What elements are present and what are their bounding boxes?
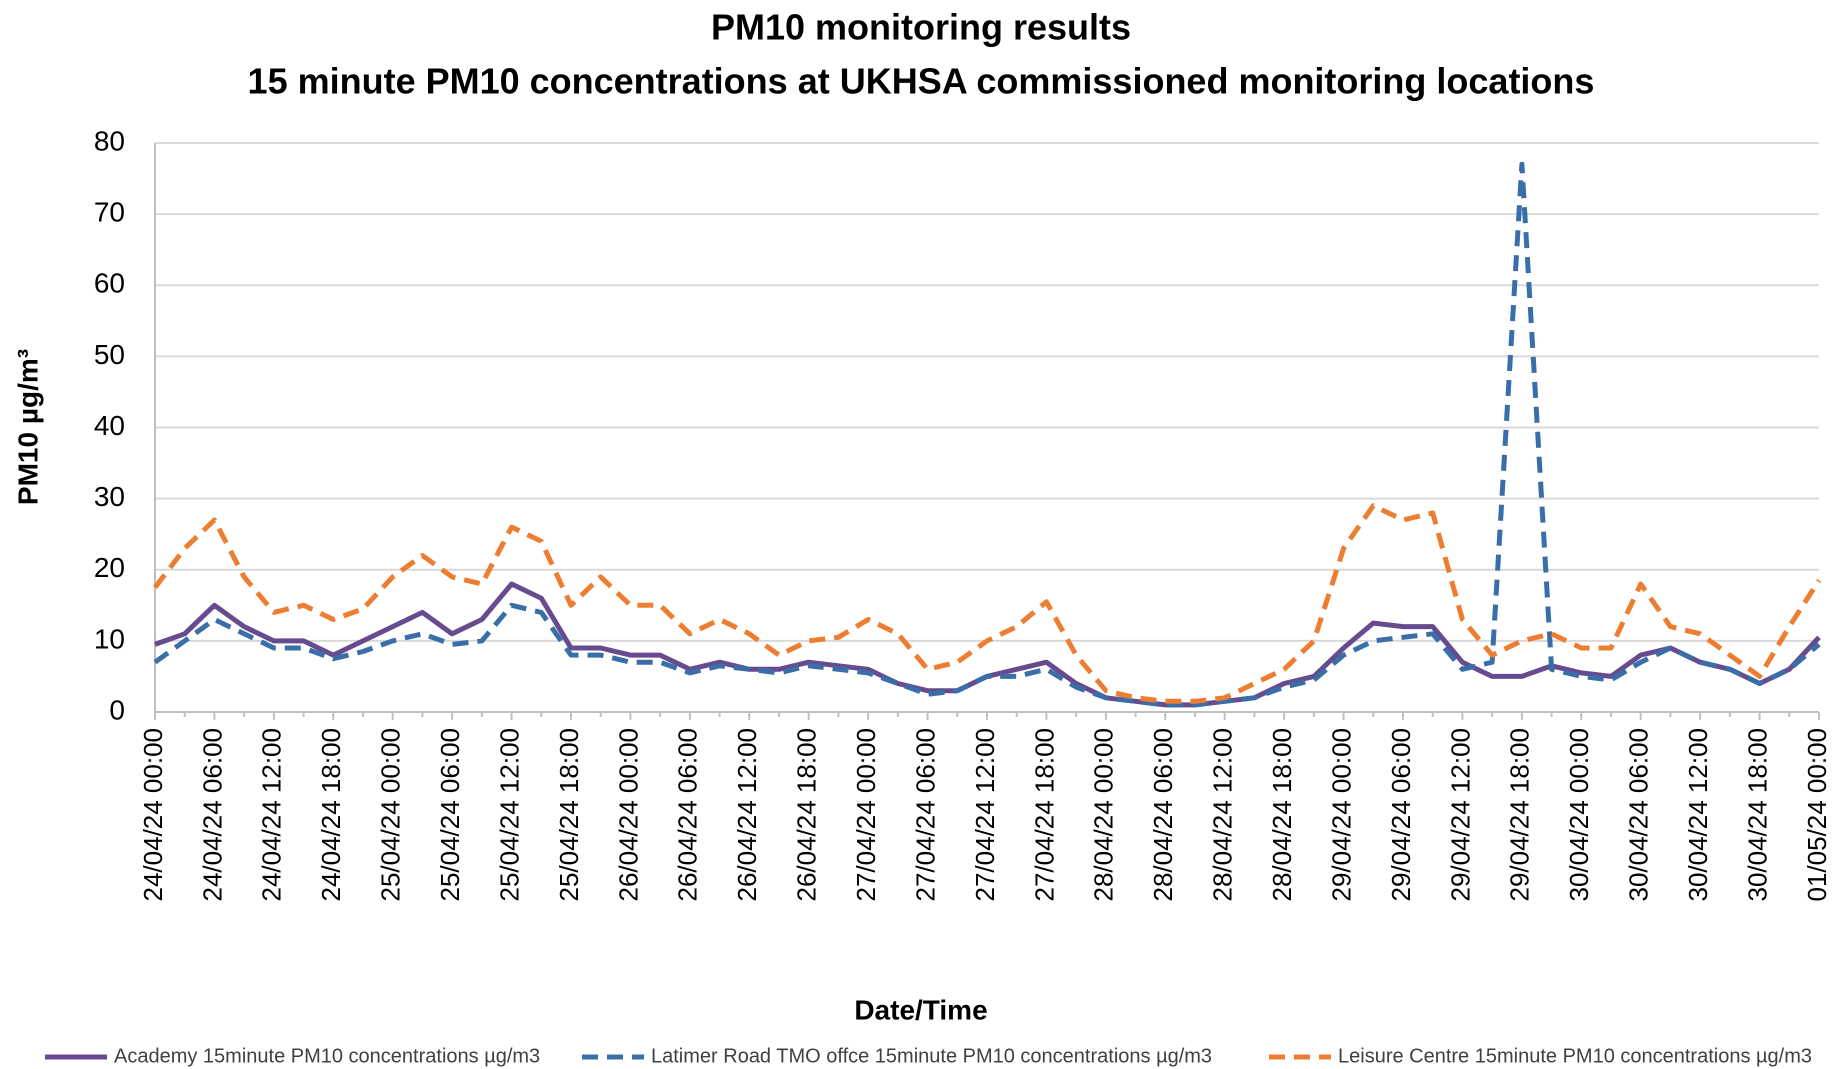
x-tick-label: 28/04/24 06:00 — [1148, 728, 1178, 902]
legend-label: Leisure Centre 15minute PM10 concentrati… — [1338, 1045, 1812, 1067]
y-axis-title: PM10 µg/m³ — [12, 349, 43, 505]
x-tick-label: 24/04/24 06:00 — [197, 728, 227, 902]
y-tick-label: 10 — [94, 623, 125, 654]
x-tick-label: 28/04/24 12:00 — [1208, 728, 1238, 902]
y-tick-label: 20 — [94, 552, 125, 583]
x-tick-label: 24/04/24 12:00 — [257, 728, 287, 902]
x-tick-label: 24/04/24 00:00 — [138, 728, 168, 902]
x-tick-label: 26/04/24 18:00 — [792, 728, 822, 902]
series-line — [154, 581, 1821, 708]
y-tick-label: 0 — [109, 694, 125, 725]
series-line — [153, 503, 1822, 704]
x-tick-label: 30/04/24 06:00 — [1624, 728, 1654, 902]
legend-label: Latimer Road TMO offce 15minute PM10 con… — [651, 1045, 1212, 1067]
x-tick-label: 26/04/24 06:00 — [673, 728, 703, 902]
x-axis-title: Date/Time — [854, 994, 987, 1025]
x-tick-label: 29/04/24 18:00 — [1505, 728, 1535, 902]
x-tick-label: 25/04/24 00:00 — [376, 728, 406, 902]
x-tick-label: 30/04/24 18:00 — [1742, 728, 1772, 902]
x-tick-label: 30/04/24 00:00 — [1564, 728, 1594, 902]
x-tick-label: 28/04/24 00:00 — [1089, 728, 1119, 902]
x-tick-label: 27/04/24 12:00 — [970, 728, 1000, 902]
y-tick-label: 40 — [94, 410, 125, 441]
y-tick-label: 50 — [94, 339, 125, 370]
y-tick-label: 80 — [94, 125, 125, 156]
legend-label: Academy 15minute PM10 concentrations µg/… — [114, 1045, 540, 1067]
x-tick-label: 25/04/24 06:00 — [435, 728, 465, 902]
chart-title: PM10 monitoring results — [711, 7, 1131, 48]
x-tick-label: 24/04/24 18:00 — [316, 728, 346, 902]
x-tick-label: 25/04/24 12:00 — [494, 728, 524, 902]
x-tick-label: 29/04/24 00:00 — [1326, 728, 1356, 902]
x-tick-label: 27/04/24 18:00 — [1029, 728, 1059, 902]
y-tick-label: 30 — [94, 481, 125, 512]
x-tick-label: 30/04/24 12:00 — [1683, 728, 1713, 902]
x-tick-label: 27/04/24 00:00 — [851, 728, 881, 902]
x-tick-label: 01/05/24 00:00 — [1802, 728, 1832, 902]
chart-subtitle: 15 minute PM10 concentrations at UKHSA c… — [248, 61, 1595, 102]
y-tick-label: 70 — [94, 197, 125, 228]
y-tick-label: 60 — [94, 268, 125, 299]
x-tick-label: 26/04/24 12:00 — [732, 728, 762, 902]
x-tick-label: 28/04/24 18:00 — [1267, 728, 1297, 902]
x-tick-label: 25/04/24 18:00 — [554, 728, 584, 902]
x-tick-label: 29/04/24 06:00 — [1386, 728, 1416, 902]
series-line — [153, 161, 1821, 708]
x-tick-label: 29/04/24 12:00 — [1445, 728, 1475, 902]
x-tick-label: 27/04/24 06:00 — [910, 728, 940, 902]
x-tick-label: 26/04/24 00:00 — [613, 728, 643, 902]
